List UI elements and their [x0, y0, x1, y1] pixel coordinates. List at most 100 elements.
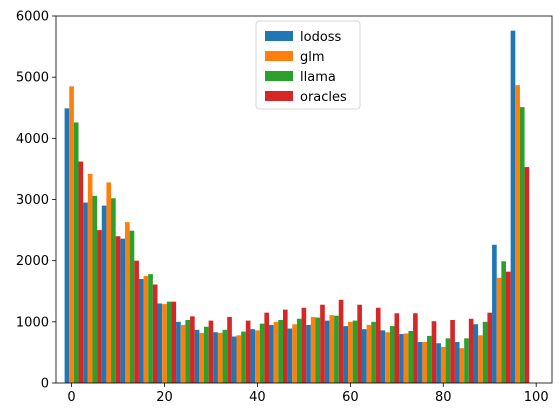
bar-llama-7: [204, 327, 209, 383]
bar-oracles-12: [302, 308, 307, 383]
bar-glm-5: [162, 304, 167, 383]
legend-swatch-oracles: [265, 91, 293, 101]
y-tick-label: 4000: [16, 132, 49, 147]
bar-oracles-18: [413, 313, 418, 383]
bar-llama-2: [111, 198, 116, 383]
bar-oracles-6: [190, 316, 195, 383]
x-tick-label: 40: [249, 390, 266, 405]
bar-glm-2: [106, 182, 111, 383]
y-tick-label: 0: [41, 377, 49, 392]
x-tick-label: 0: [67, 390, 75, 405]
y-tick-label: 1000: [16, 315, 49, 330]
bar-oracles-20: [450, 320, 455, 383]
bar-lodoss-11: [269, 325, 274, 383]
bar-llama-21: [464, 338, 469, 383]
bar-llama-6: [185, 320, 190, 383]
bar-lodoss-13: [306, 325, 311, 383]
bar-oracles-15: [357, 305, 362, 383]
legend-label-glm: glm: [300, 50, 325, 65]
x-tick-label: 80: [435, 390, 452, 405]
bar-oracles-16: [376, 308, 381, 383]
bar-oracles-8: [227, 317, 232, 383]
bar-lodoss-23: [492, 245, 497, 383]
bar-glm-18: [404, 333, 409, 383]
bar-glm-22: [478, 335, 483, 383]
bar-lodoss-2: [102, 206, 107, 383]
x-tick-label: 100: [524, 390, 549, 405]
bar-llama-12: [297, 319, 302, 383]
bar-glm-6: [181, 325, 186, 383]
bar-oracles-0: [79, 162, 84, 383]
bar-llama-19: [427, 336, 432, 383]
bar-llama-1: [92, 196, 97, 383]
y-tick-label: 2000: [16, 254, 49, 269]
bar-oracles-5: [171, 302, 176, 383]
bar-glm-24: [515, 85, 520, 383]
bar-lodoss-20: [436, 343, 441, 383]
x-tick-label: 20: [156, 390, 173, 405]
bar-glm-1: [88, 174, 93, 383]
bar-lodoss-0: [65, 108, 70, 383]
bar-oracles-23: [506, 272, 511, 383]
bar-lodoss-3: [120, 239, 125, 383]
bar-llama-10: [260, 324, 265, 383]
bar-lodoss-4: [139, 279, 144, 383]
bar-oracles-21: [469, 319, 474, 383]
bar-lodoss-14: [325, 321, 330, 383]
bar-glm-3: [125, 222, 130, 383]
bar-glm-14: [329, 315, 334, 383]
bar-llama-16: [371, 322, 376, 383]
bar-glm-17: [385, 332, 390, 383]
bar-llama-14: [334, 316, 339, 383]
legend-label-lodoss: lodoss: [300, 30, 342, 45]
y-tick-label: 3000: [16, 193, 49, 208]
bar-glm-4: [144, 276, 149, 383]
bar-oracles-1: [97, 230, 102, 383]
bar-oracles-2: [116, 236, 121, 383]
bar-oracles-3: [134, 261, 139, 383]
legend-swatch-llama: [265, 71, 293, 81]
bar-lodoss-1: [83, 203, 88, 383]
bar-oracles-14: [339, 300, 344, 383]
bar-lodoss-9: [232, 337, 237, 383]
bar-glm-8: [218, 333, 223, 383]
bar-llama-8: [223, 330, 228, 383]
bar-llama-15: [353, 321, 358, 383]
bar-lodoss-5: [158, 303, 163, 383]
bar-lodoss-22: [473, 324, 478, 383]
bar-lodoss-7: [195, 330, 200, 383]
bar-oracles-19: [432, 321, 437, 383]
bar-lodoss-10: [250, 329, 255, 383]
bar-glm-7: [199, 333, 204, 383]
legend: lodoss glm llama oracles: [256, 21, 360, 109]
bar-glm-20: [441, 347, 446, 383]
bar-lodoss-12: [288, 329, 293, 383]
bar-llama-22: [483, 322, 488, 383]
bar-llama-5: [167, 302, 172, 383]
bar-glm-16: [367, 325, 372, 383]
bar-glm-13: [311, 317, 316, 383]
bar-llama-17: [390, 326, 395, 383]
bar-glm-19: [422, 342, 427, 383]
bar-lodoss-21: [455, 342, 460, 383]
bar-oracles-11: [283, 310, 288, 383]
legend-swatch-glm: [265, 51, 293, 61]
bar-llama-20: [446, 338, 451, 383]
bar-llama-24: [520, 107, 525, 383]
bar-oracles-22: [487, 313, 492, 383]
bar-lodoss-17: [381, 330, 386, 383]
legend-label-oracles: oracles: [300, 90, 347, 105]
bar-oracles-7: [209, 321, 214, 383]
bar-lodoss-8: [213, 332, 218, 383]
bar-lodoss-16: [362, 329, 367, 383]
bar-oracles-9: [246, 321, 251, 383]
legend-label-llama: llama: [300, 70, 336, 85]
bar-llama-9: [241, 332, 246, 383]
bar-oracles-4: [153, 285, 158, 383]
y-tick-label: 5000: [16, 71, 49, 86]
bar-lodoss-15: [343, 326, 348, 383]
legend-swatch-lodoss: [265, 31, 293, 41]
bar-glm-0: [69, 86, 74, 383]
bar-llama-0: [74, 122, 79, 383]
